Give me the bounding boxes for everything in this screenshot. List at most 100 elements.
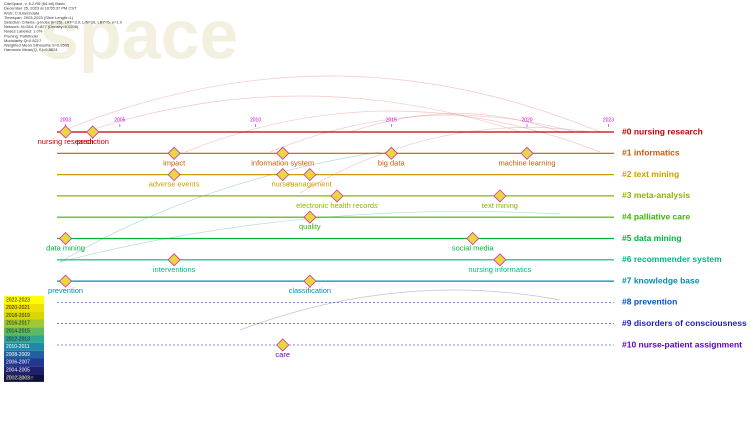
plot: 2003 2005 2010 2015 2020 2023 #0 nursing resea… (4, 117, 747, 382)
cluster-label: #10 nurse-patient assignment (622, 339, 742, 349)
legend-label: 2010-2011 (6, 344, 30, 350)
keyword-label: quality (299, 222, 321, 231)
keyword-node (520, 146, 534, 160)
legend-swatch (4, 366, 44, 375)
info-line: Nodes Labeled: 1.0% (4, 29, 43, 34)
x-tick-label: 2023 (603, 117, 614, 123)
info-line: WoS: C:\Users\data (4, 10, 40, 15)
keyword-node (303, 274, 317, 288)
legend-label: 2012-2013 (6, 336, 30, 342)
keyword-node (384, 146, 398, 160)
arc (349, 113, 561, 133)
keyword-node (303, 210, 317, 224)
arc (59, 211, 561, 263)
x-tick-label: 2005 (114, 117, 125, 123)
legend-swatch (4, 342, 44, 351)
keyword-label: text mining (482, 201, 518, 210)
cluster-label: #8 prevention (622, 297, 677, 307)
cluster-label: #5 data mining (622, 233, 682, 243)
keyword-node (167, 168, 181, 182)
keyword-label: care (275, 350, 290, 359)
keyword-label: prediction (76, 137, 109, 146)
keyword-label: information system (251, 158, 314, 167)
keyword-label: nursing informatics (468, 265, 531, 274)
arc (59, 151, 381, 263)
legend-label: 2008-2009 (6, 352, 30, 358)
info-line: December 25, 2023 at 10:55:37 PM CST (4, 6, 77, 11)
legend-swatch (4, 296, 44, 304)
info-line: CiteSpace, v. 6.2.R6 (64-bit) Basic (4, 1, 65, 6)
legend-swatch (4, 327, 44, 336)
keyword-label: big data (378, 158, 406, 167)
arc (239, 289, 561, 331)
keyword-node (466, 231, 480, 246)
keyword-label: data mining (46, 243, 85, 252)
keyword-node (493, 189, 507, 203)
x-tick-label: 2010 (250, 117, 261, 123)
info-line: Weighted Mean Silhouette S=0.9505 (4, 42, 70, 47)
cluster-label: #0 nursing research (622, 126, 703, 136)
cluster-label: #4 palliative care (622, 211, 690, 221)
arcs (59, 75, 601, 331)
info-line: Harmonic Mean(Q, S)=0.8824 (4, 47, 58, 52)
legend-swatch (4, 319, 44, 328)
keyword-label: impact (163, 158, 186, 167)
keyword-node (59, 125, 73, 139)
info-line: Network: N=284, E=827 (Density=0.0206) (4, 24, 79, 29)
cluster-label: #6 recommender system (622, 254, 722, 264)
keyword-node (167, 146, 181, 160)
keyword-label: interventions (153, 265, 196, 274)
keyword-node (59, 274, 73, 288)
arc (299, 127, 591, 194)
keyword-node (59, 231, 73, 246)
keyword-node (276, 146, 290, 160)
x-tick-label: 2020 (521, 117, 532, 123)
arc (59, 75, 601, 133)
info-line: Selection Criteria: g-index (k=25), LRF=… (4, 19, 123, 24)
legend-label: 2006-2007 (6, 360, 30, 366)
legend-label: 2022-2023 (6, 297, 30, 303)
keyword-node (167, 253, 181, 267)
cluster-label: #9 disorders of consciousness (622, 318, 747, 328)
legend-swatch (4, 374, 44, 382)
cluster-label: #1 informatics (622, 148, 680, 158)
legend-swatch (4, 303, 44, 312)
info-panel: CiteSpace, v. 6.2.R6 (64-bit) BasicDecem… (4, 1, 123, 52)
info-line: Modularity Q=0.8217 (4, 38, 42, 43)
legend-swatch (4, 358, 44, 367)
x-tick-label: 2015 (386, 117, 397, 123)
keyword-label: machine learning (498, 158, 555, 167)
info-line: Pruning: Pathfinder (4, 33, 39, 38)
keyword-node (493, 253, 507, 267)
keyword-node (276, 168, 290, 182)
legend-label: 2018-2019 (6, 313, 30, 319)
keyword-label: social media (452, 243, 495, 252)
keyword-label: nursing research (38, 137, 94, 146)
legend-swatch (4, 311, 44, 320)
watermark: space (40, 0, 238, 73)
arc (184, 110, 601, 153)
cluster-label: #3 meta-analysis (622, 190, 690, 200)
keyword-label: classification (289, 286, 332, 295)
legend-swatch (4, 335, 44, 343)
legend-swatch (4, 350, 44, 359)
keyword-label: management (288, 180, 333, 189)
keyword-label: electronic health records (296, 201, 378, 210)
keyword-node (86, 125, 100, 139)
keyword-node (303, 168, 317, 182)
cluster-label: #2 text mining (622, 169, 679, 179)
legend-label: 2014-2015 (6, 329, 30, 335)
legend-label: 2020-2021 (6, 305, 30, 311)
keyword-label: prevention (48, 286, 83, 295)
legend-label: 2016-2017 (6, 321, 30, 327)
cluster-label: #7 knowledge base (622, 275, 700, 285)
keyword-label: adverse events (149, 180, 200, 189)
keyword-node (330, 189, 344, 203)
x-tick-label: 2003 (60, 117, 71, 123)
keyword-label: nurses (271, 180, 294, 189)
arc (84, 95, 521, 133)
info-line: Timespan: 2003-2023 (Slice Length=1) (4, 15, 74, 20)
keyword-node (276, 338, 290, 352)
legend-label: 2004-2005 (6, 368, 30, 374)
